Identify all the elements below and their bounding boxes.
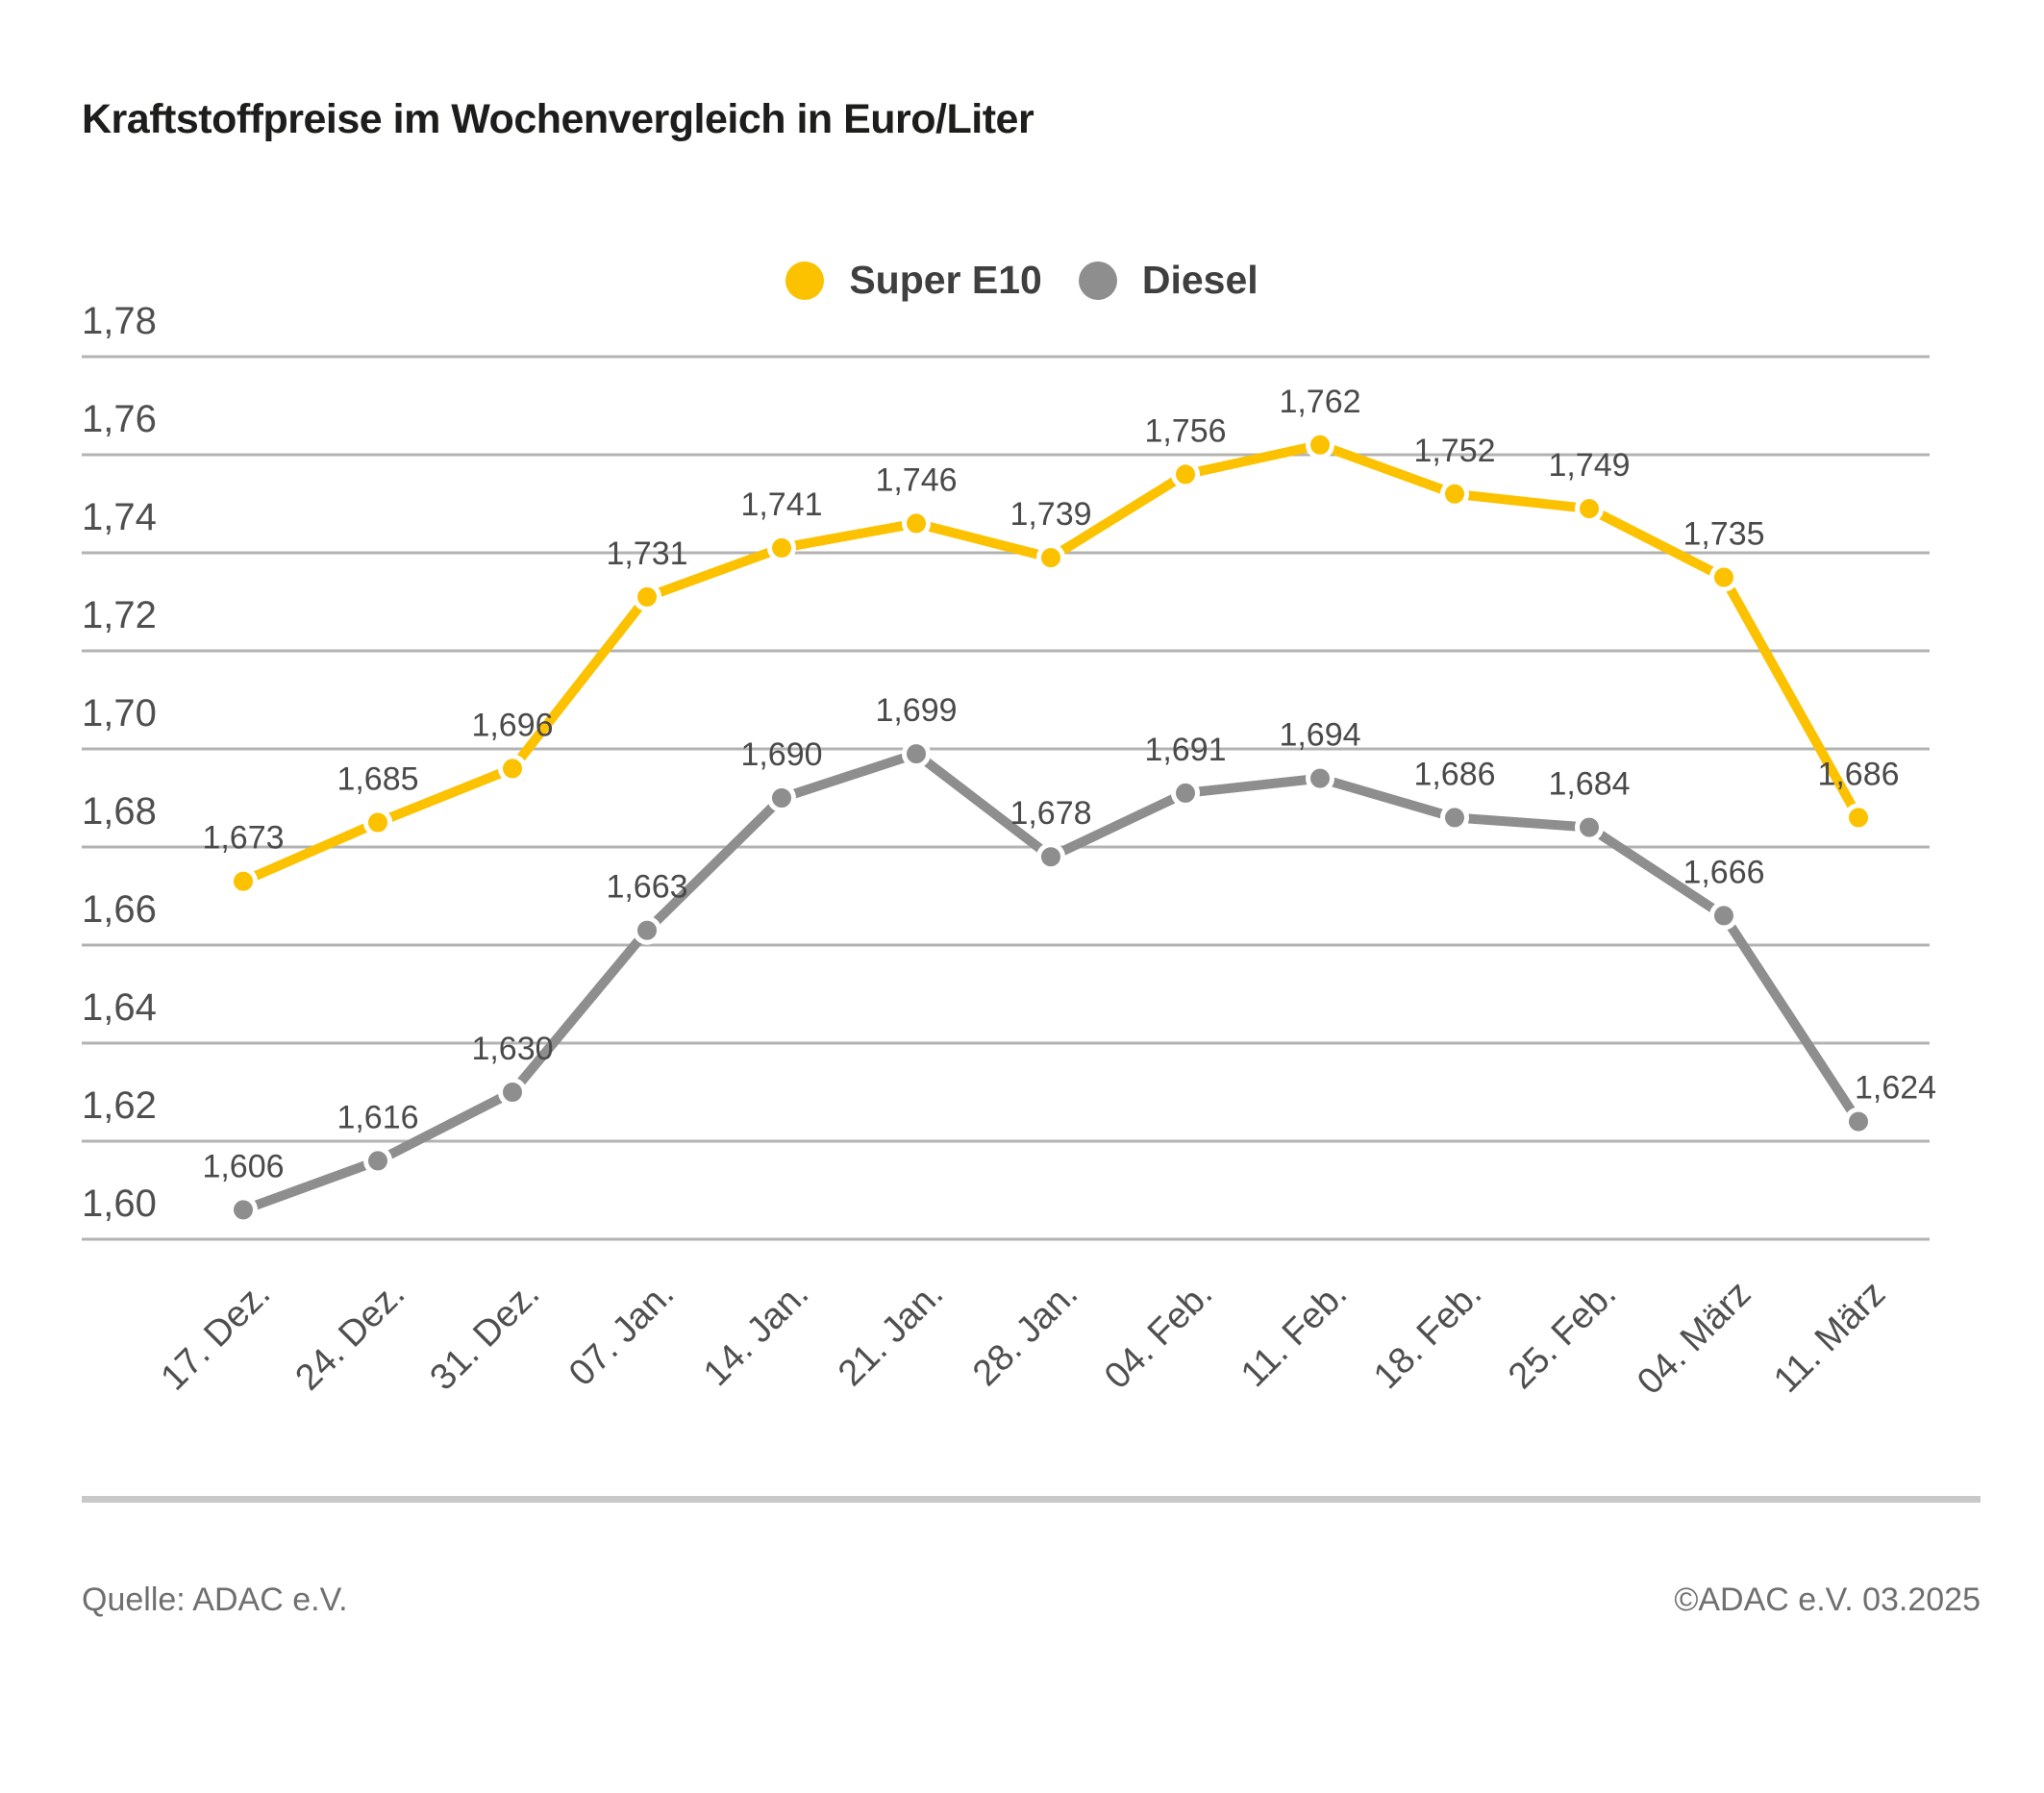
data-point-diesel — [1709, 901, 1738, 931]
data-point-diesel — [633, 915, 661, 945]
data-point-label: 1,616 — [337, 1099, 418, 1135]
y-axis-tick-label: 1,66 — [82, 888, 157, 931]
x-axis-tick-label: 21. Jan. — [831, 1274, 951, 1394]
data-point-super-e10 — [1844, 803, 1873, 833]
data-point-label: 1,699 — [875, 692, 957, 729]
legend-dot-super-e10-icon — [785, 261, 825, 300]
footer: Quelle: ADAC e.V. ©ADAC e.V. 03.2025 — [82, 1581, 1981, 1619]
x-axis-tick-label: 24. Dez. — [288, 1274, 413, 1399]
data-point-label: 1,678 — [1010, 795, 1091, 832]
y-axis-tick-label: 1,60 — [82, 1183, 157, 1225]
data-point-label: 1,746 — [875, 461, 957, 498]
data-point-super-e10 — [633, 582, 661, 611]
data-point-diesel — [498, 1078, 527, 1107]
data-point-super-e10 — [363, 808, 392, 837]
legend-label-diesel: Diesel — [1141, 258, 1259, 302]
data-point-super-e10 — [229, 866, 258, 896]
data-point-label: 1,685 — [337, 761, 418, 798]
data-point-diesel — [1575, 812, 1604, 842]
y-axis-tick-label: 1,78 — [82, 300, 157, 342]
x-axis-tick-label: 07. Jan. — [561, 1274, 682, 1394]
footer-divider — [82, 1496, 1981, 1503]
y-axis-tick-label: 1,74 — [82, 496, 157, 538]
chart-title: Kraftstoffpreise im Wochenvergleich in E… — [82, 96, 1034, 142]
data-point-label: 1,756 — [1144, 412, 1226, 449]
data-point-diesel — [229, 1195, 258, 1225]
x-axis-tick-label: 11. Feb. — [1234, 1274, 1355, 1395]
data-point-diesel — [1036, 842, 1065, 872]
data-point-label: 1,630 — [471, 1031, 553, 1067]
data-point-diesel — [1440, 803, 1469, 833]
legend-item-super-e10: Super E10 — [785, 258, 1042, 303]
data-point-label: 1,606 — [202, 1148, 284, 1184]
data-point-label: 1,666 — [1683, 854, 1764, 890]
data-point-label: 1,739 — [1010, 496, 1091, 533]
data-point-label: 1,624 — [1855, 1070, 1936, 1107]
data-point-label: 1,663 — [606, 869, 687, 906]
source-label: Quelle: ADAC e.V. — [82, 1581, 348, 1618]
data-point-diesel — [1844, 1107, 1873, 1136]
data-point-super-e10 — [767, 533, 796, 562]
data-point-diesel — [767, 784, 796, 812]
y-axis-tick-label: 1,76 — [82, 398, 157, 440]
data-point-label: 1,731 — [606, 535, 687, 572]
x-axis-tick-label: 31. Dez. — [423, 1274, 548, 1399]
x-axis-tick-label: 11. März — [1766, 1274, 1893, 1401]
legend-dot-diesel-icon — [1078, 261, 1117, 300]
data-point-label: 1,696 — [471, 707, 553, 743]
data-point-label: 1,686 — [1413, 756, 1495, 792]
x-axis-tick-label: 14. Jan. — [696, 1274, 816, 1394]
y-axis-tick-label: 1,62 — [82, 1084, 157, 1127]
legend: Super E10 Diesel — [0, 258, 2044, 303]
data-point-label: 1,749 — [1548, 447, 1630, 484]
data-point-super-e10 — [498, 754, 527, 784]
data-point-diesel — [1171, 778, 1200, 808]
data-point-label: 1,694 — [1279, 717, 1360, 754]
data-point-super-e10 — [902, 509, 931, 538]
x-axis-tick-label: 28. Jan. — [965, 1274, 1085, 1394]
data-point-label: 1,686 — [1817, 756, 1899, 792]
data-point-label: 1,741 — [740, 486, 822, 523]
x-axis-tick-label: 25. Feb. — [1501, 1274, 1624, 1397]
y-axis-tick-label: 1,64 — [82, 986, 157, 1029]
data-point-label: 1,673 — [202, 820, 284, 857]
data-point-super-e10 — [1306, 430, 1334, 460]
data-point-label: 1,752 — [1413, 433, 1495, 469]
data-point-label: 1,691 — [1144, 732, 1226, 768]
data-point-label: 1,690 — [740, 736, 822, 773]
data-point-diesel — [1306, 763, 1334, 793]
data-point-label: 1,735 — [1683, 516, 1764, 553]
data-point-diesel — [902, 739, 931, 769]
data-point-super-e10 — [1171, 460, 1200, 489]
data-point-super-e10 — [1440, 479, 1469, 509]
x-axis-tick-label: 04. März — [1630, 1274, 1758, 1403]
y-axis-tick-label: 1,70 — [82, 692, 157, 735]
data-point-label: 1,684 — [1548, 766, 1630, 803]
data-point-label: 1,762 — [1279, 384, 1360, 420]
x-axis-tick-label: 18. Feb. — [1366, 1274, 1489, 1397]
data-point-diesel — [363, 1146, 392, 1176]
data-point-super-e10 — [1575, 494, 1604, 524]
y-axis-tick-label: 1,68 — [82, 790, 157, 833]
y-axis-tick-label: 1,72 — [82, 594, 157, 636]
x-axis-tick-label: 17. Dez. — [154, 1274, 279, 1399]
legend-label-super-e10: Super E10 — [849, 258, 1042, 302]
legend-item-diesel: Diesel — [1078, 258, 1259, 303]
x-axis-tick-label: 04. Feb. — [1097, 1274, 1220, 1397]
data-point-super-e10 — [1036, 543, 1065, 573]
data-point-super-e10 — [1709, 562, 1738, 592]
copyright-label: ©ADAC e.V. 03.2025 — [1674, 1581, 1981, 1618]
